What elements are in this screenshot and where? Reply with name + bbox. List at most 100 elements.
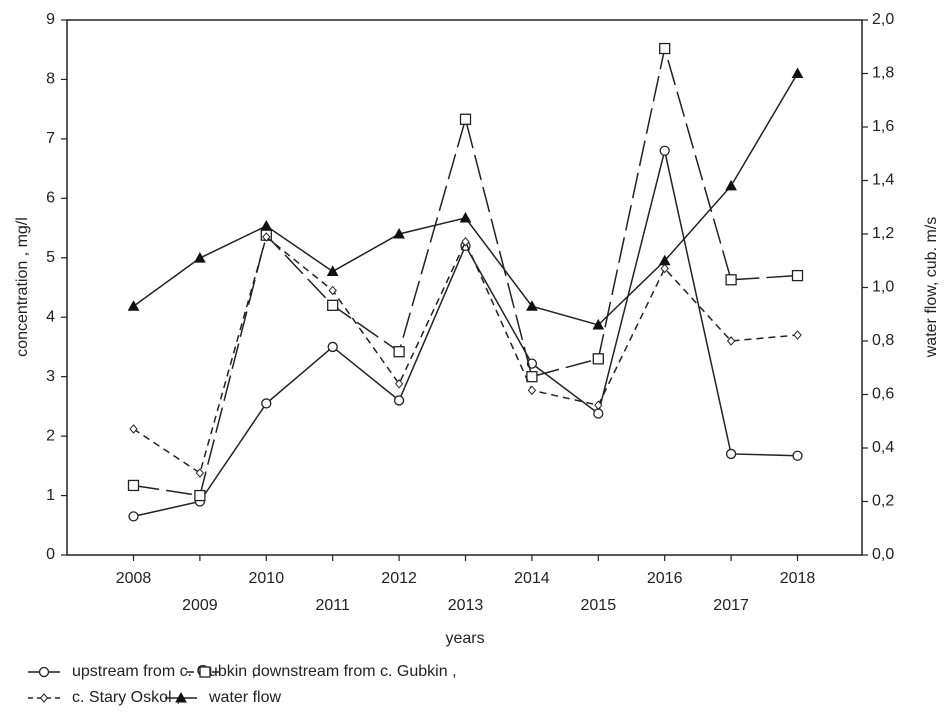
x-tick-label: 2009 <box>182 597 218 614</box>
data-point <box>394 379 404 389</box>
data-point <box>527 385 537 396</box>
data-point <box>327 341 338 353</box>
legend-item: downstream from c. Gubkin , <box>186 663 457 680</box>
data-point <box>725 448 737 460</box>
left-tick-label: 4 <box>46 308 55 325</box>
legend-label: upstream from c. Gubkin , <box>72 663 256 680</box>
series-line <box>133 73 799 326</box>
left-axis: 0 1 2 3 4 5 6 7 8 9 <box>46 11 67 563</box>
data-point <box>461 236 470 247</box>
y2-axis-label: water flow, cub. m/s <box>923 217 940 359</box>
right-tick-label: 1,8 <box>872 65 894 82</box>
data-point <box>725 274 737 286</box>
data-point <box>459 211 472 223</box>
data-point <box>791 269 804 282</box>
series-layer <box>127 42 804 522</box>
data-point <box>594 400 603 410</box>
data-point <box>262 232 271 242</box>
left-tick-label: 7 <box>46 130 55 147</box>
data-point <box>127 479 140 492</box>
legend-label: downstream from c. Gubkin , <box>252 663 457 680</box>
data-point <box>592 318 605 330</box>
data-point <box>393 395 405 406</box>
series <box>129 232 802 478</box>
right-tick-label: 0,6 <box>872 386 894 403</box>
x-axis-label: years <box>445 630 484 647</box>
data-point <box>328 285 337 296</box>
left-tick-label: 8 <box>46 71 55 88</box>
right-tick-label: 0,2 <box>872 493 894 510</box>
x-tick-label: 2017 <box>713 597 749 614</box>
x-tick-label: 2011 <box>315 597 350 614</box>
left-tick-label: 6 <box>46 190 55 207</box>
left-tick-label: 2 <box>46 427 55 444</box>
plot-area-frame <box>66 19 863 556</box>
data-point <box>592 353 604 365</box>
x-tick-label: 2012 <box>381 570 417 587</box>
data-point <box>261 398 272 409</box>
legend-label: water flow <box>208 689 281 706</box>
x-tick-label: 2016 <box>647 570 683 587</box>
x-tick-label: 2018 <box>780 570 816 587</box>
series <box>127 67 804 330</box>
left-tick-label: 5 <box>46 249 55 266</box>
right-tick-label: 0,4 <box>872 439 894 456</box>
right-tick-label: 0,8 <box>872 332 894 349</box>
data-point <box>659 42 671 55</box>
series-line <box>133 235 798 475</box>
data-point <box>660 263 669 274</box>
legend-item: c. Stary Oskol , <box>28 689 180 706</box>
data-point <box>726 336 736 346</box>
right-tick-label: 1,6 <box>872 118 894 135</box>
right-tick-label: 1,4 <box>872 172 894 189</box>
data-point <box>526 300 538 311</box>
data-point <box>658 254 671 266</box>
data-point <box>195 468 205 478</box>
right-tick-label: 1,0 <box>872 279 894 296</box>
data-point <box>793 330 802 340</box>
data-point <box>393 346 405 358</box>
left-tick-label: 1 <box>46 487 55 504</box>
legend: upstream from c. Gubkin ,downstream from… <box>28 663 457 706</box>
data-point <box>128 511 139 522</box>
data-point <box>194 252 206 263</box>
legend-label: c. Stary Oskol , <box>72 689 180 706</box>
series-line <box>133 48 798 497</box>
x-tick-label: 2014 <box>514 570 550 587</box>
left-tick-label: 0 <box>46 546 55 563</box>
x-tick-label: 2013 <box>448 597 484 614</box>
legend-item: upstream from c. Gubkin , <box>28 663 256 680</box>
data-point <box>792 450 803 461</box>
right-tick-label: 0,0 <box>872 546 894 563</box>
x-tick-label: 2010 <box>249 570 285 587</box>
data-point <box>326 265 339 276</box>
data-point <box>127 300 140 311</box>
data-point <box>725 179 737 191</box>
x-axis: 2008 2009 2010 2011 2012 2013 2014 2015 2016 2017… <box>116 555 816 614</box>
left-tick-label: 9 <box>46 11 55 28</box>
y-axis-label: concentration , mg/l <box>14 217 31 357</box>
data-point <box>659 145 670 156</box>
right-tick-label: 1,2 <box>872 225 894 242</box>
data-point <box>526 371 538 383</box>
data-point <box>260 219 273 231</box>
data-point <box>327 299 339 311</box>
data-point <box>459 113 472 125</box>
data-point <box>791 67 804 78</box>
series <box>128 145 803 522</box>
data-point <box>38 666 50 678</box>
series-line <box>133 150 798 518</box>
left-tick-label: 3 <box>46 368 55 385</box>
x-tick-label: 2008 <box>116 570 152 587</box>
data-point <box>194 489 206 502</box>
data-point <box>199 666 211 678</box>
x-tick-label: 2015 <box>581 597 617 614</box>
data-point <box>593 408 604 419</box>
right-axis: 0,0 0,2 0,4 0,6 0,8 1,0 1,2 1,4 1,6 1,8 2,0 <box>862 11 894 563</box>
data-point <box>393 227 405 239</box>
series <box>127 42 804 502</box>
data-point <box>175 691 187 703</box>
right-tick-label: 2,0 <box>872 11 894 28</box>
data-point <box>129 424 138 434</box>
